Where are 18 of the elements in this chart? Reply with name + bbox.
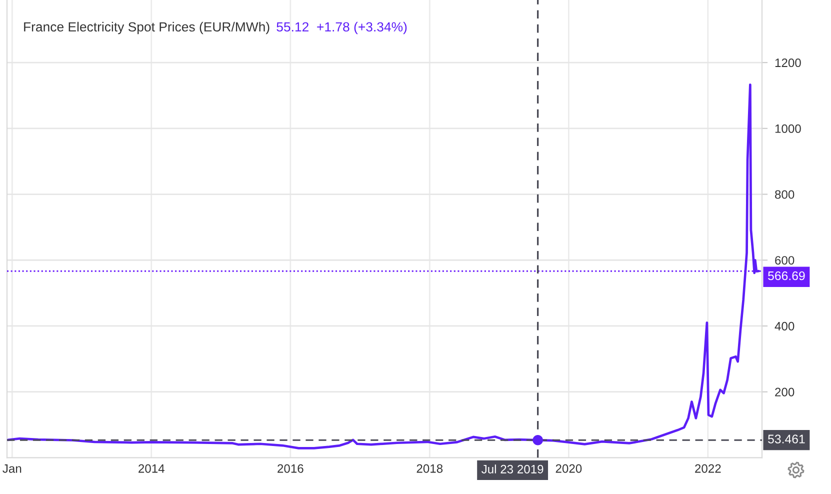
x-tick-label: 2018 bbox=[416, 464, 443, 473]
x-tick-label: 2022 bbox=[695, 464, 721, 473]
text: France Electricity Spot Prices (EUR/MWh) bbox=[24, 22, 270, 34]
x-tick-label: 2020 bbox=[556, 464, 582, 473]
ref-line-label: 53.461 bbox=[768, 434, 805, 444]
text: 55.12 +1.78 (+3.34%) bbox=[276, 22, 407, 34]
y-tick-label: 800 bbox=[775, 190, 794, 199]
y-tick-label: 600 bbox=[775, 256, 794, 265]
ref-line-label: 566.69 bbox=[768, 271, 805, 280]
x-tick-label: 2014 bbox=[138, 464, 164, 473]
x-tick-label: 2016 bbox=[278, 464, 304, 473]
y-tick-label: 1200 bbox=[775, 58, 801, 68]
y-tick-label: 1000 bbox=[775, 124, 801, 133]
ref-line-label: Jul 23 2019 bbox=[482, 464, 544, 474]
y-tick-label: 400 bbox=[774, 322, 794, 330]
line-series bbox=[7, 83, 760, 450]
x-tick-label: Jan bbox=[2, 464, 22, 473]
y-tick-label: 200 bbox=[775, 388, 794, 396]
